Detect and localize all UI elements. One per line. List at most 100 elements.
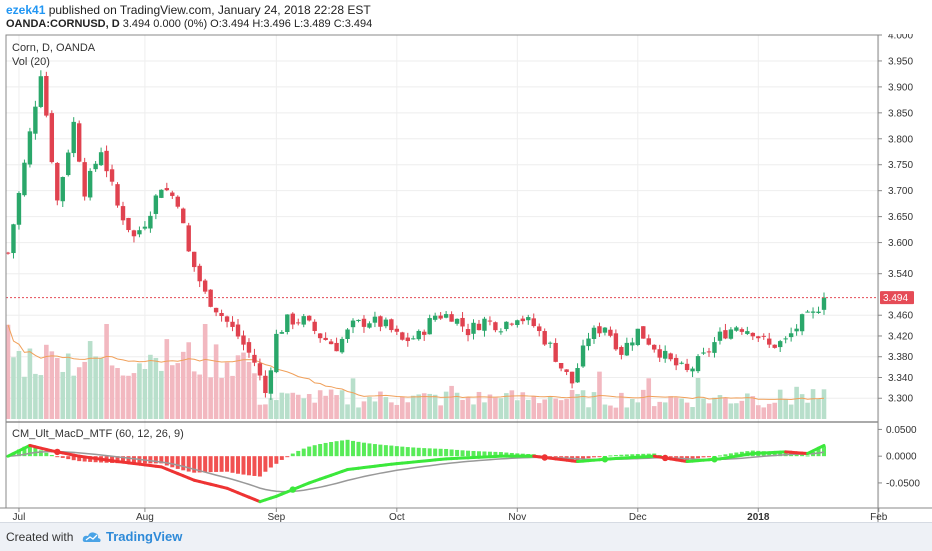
candle-body	[230, 322, 234, 327]
volume-bar	[71, 376, 76, 419]
price-tick-label: 3.380	[888, 352, 913, 363]
candle-body	[258, 363, 262, 375]
macd-histogram-bar	[318, 444, 322, 456]
candle-body	[438, 316, 442, 319]
volume-bar	[400, 397, 405, 419]
candle-body	[592, 328, 596, 339]
volume-bar	[132, 373, 137, 419]
candle-body	[291, 314, 295, 325]
candle-body	[99, 152, 103, 165]
candle-body	[11, 224, 15, 253]
price-tick-label: 3.800	[888, 134, 913, 145]
candle-body	[285, 314, 289, 332]
volume-bar	[794, 387, 799, 419]
candle-body	[269, 370, 273, 393]
candle-body	[181, 209, 185, 224]
candle-body	[625, 343, 629, 356]
macd-histogram-bar	[439, 449, 443, 456]
price-tick-label: 3.950	[888, 56, 913, 67]
candle-body	[597, 326, 601, 333]
candle-body	[137, 230, 141, 234]
volume-bar	[50, 351, 55, 419]
volume-bar	[575, 394, 580, 419]
candle-body	[641, 326, 645, 338]
candle-body	[521, 319, 525, 322]
macd-histogram-bar	[395, 446, 399, 456]
volume-bar	[729, 403, 734, 419]
candle-body	[811, 312, 815, 313]
candle-body	[800, 314, 804, 331]
candle-body	[696, 356, 700, 371]
candle-body	[143, 227, 147, 229]
candle-body	[526, 317, 530, 320]
macd-histogram-bar	[400, 447, 404, 457]
volume-bar	[93, 356, 98, 419]
macd-histogram-bar	[291, 454, 295, 457]
macd-histogram-bar	[461, 450, 465, 456]
candle-body	[674, 358, 678, 365]
volume-bar	[630, 399, 635, 419]
macd-cross-dot	[711, 456, 717, 462]
candle-body	[477, 324, 481, 330]
price-chart[interactable]: 4.0003.9503.9003.8503.8003.7503.7003.650…	[0, 34, 932, 522]
volume-bar	[236, 355, 241, 419]
candle-body	[345, 329, 349, 338]
volume-bar	[427, 394, 432, 419]
volume-bar	[39, 375, 44, 419]
volume-bar	[175, 363, 180, 419]
volume-bar	[761, 407, 766, 419]
volume-bar	[531, 396, 536, 419]
candle-body	[537, 326, 541, 331]
macd-histogram-bar	[696, 456, 700, 458]
volume-bar	[367, 397, 372, 419]
indicator-legend: CM_Ult_MacD_MTF (60, 12, 26, 9)	[12, 428, 184, 440]
candle-body	[542, 331, 546, 344]
volume-bar	[301, 398, 306, 419]
candle-body	[219, 313, 223, 316]
volume-bar	[537, 403, 542, 419]
candle-body	[504, 322, 508, 329]
candle-body	[274, 334, 278, 372]
candle-body	[197, 266, 201, 281]
macd-histogram-bar	[302, 449, 306, 457]
macd-histogram-bar	[417, 448, 421, 456]
candle-body	[225, 316, 229, 321]
macd-histogram-bar	[241, 456, 245, 474]
candle-body	[619, 347, 623, 355]
candle-body	[252, 355, 256, 363]
candle-body	[22, 163, 26, 195]
time-tick-label: 2018	[747, 512, 770, 522]
volume-bar	[137, 363, 142, 419]
symbol-label: OANDA:CORNUSD, D	[6, 18, 120, 30]
macd-histogram-bar	[263, 456, 267, 472]
candle-body	[72, 122, 76, 153]
signal-line	[8, 452, 824, 492]
candle-body	[679, 363, 683, 364]
volume-bar	[22, 377, 27, 419]
macd-histogram-bar	[477, 451, 481, 456]
tradingview-brand[interactable]: TradingView	[106, 529, 182, 544]
time-tick-label: Dec	[629, 512, 647, 522]
candle-body	[471, 323, 475, 334]
volume-bar	[657, 402, 662, 419]
candle-body	[50, 113, 54, 162]
macd-histogram-bar	[313, 445, 317, 456]
candle-body	[805, 312, 809, 313]
macd-histogram-bar	[170, 456, 174, 467]
candle-body	[417, 331, 421, 339]
candle-body	[729, 329, 733, 338]
volume-bar	[811, 389, 816, 419]
time-tick-label: Sep	[267, 512, 285, 522]
volume-bar	[756, 405, 761, 419]
username-link[interactable]: ezek41	[6, 3, 45, 17]
indicator-tick-label: -0.0500	[886, 478, 920, 489]
volume-bar	[707, 403, 712, 419]
macd-histogram-bar	[389, 446, 393, 457]
candle-body	[586, 339, 590, 347]
candle-body	[751, 333, 755, 336]
price-axis[interactable]: 4.0003.9503.9003.8503.8003.7503.7003.650…	[878, 34, 913, 405]
candle-body	[115, 184, 119, 205]
candle-body	[203, 281, 207, 292]
